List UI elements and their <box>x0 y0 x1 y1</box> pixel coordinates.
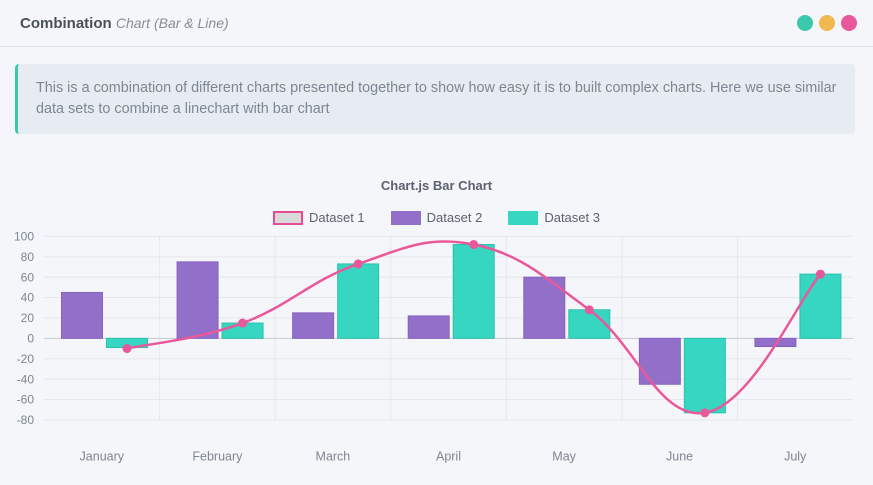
svg-text:40: 40 <box>21 291 35 305</box>
svg-text:20: 20 <box>21 311 35 325</box>
svg-text:-80: -80 <box>17 413 35 427</box>
svg-text:January: January <box>80 449 125 463</box>
svg-text:100: 100 <box>14 231 34 244</box>
svg-text:February: February <box>192 449 243 463</box>
svg-text:June: June <box>666 449 693 463</box>
svg-text:-40: -40 <box>17 372 35 386</box>
svg-text:-20: -20 <box>17 352 35 366</box>
svg-text:July: July <box>784 449 807 463</box>
svg-text:March: March <box>316 449 351 463</box>
svg-text:0: 0 <box>27 332 34 346</box>
svg-text:May: May <box>552 449 576 463</box>
svg-text:80: 80 <box>21 250 35 264</box>
svg-text:60: 60 <box>21 270 35 284</box>
svg-text:-60: -60 <box>17 393 35 407</box>
svg-text:April: April <box>436 449 461 463</box>
